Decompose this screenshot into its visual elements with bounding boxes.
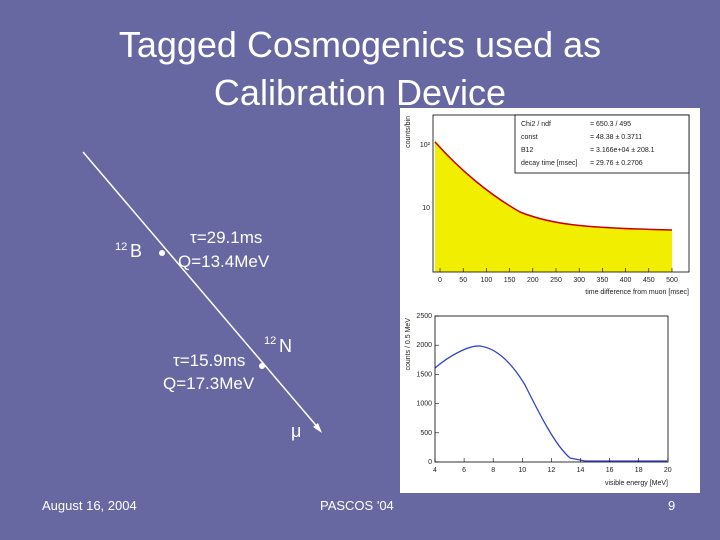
fit-curve (434, 345, 667, 462)
footer-date: August 16, 2004 (42, 498, 137, 513)
mass-number: 12 (264, 335, 276, 347)
x-tick-label: 18 (635, 467, 643, 474)
x-tick-label: 12 (548, 467, 556, 474)
x-tick-label: 400 (620, 277, 632, 284)
x-tick-label: 500 (666, 277, 678, 284)
muon-track (82, 151, 321, 431)
isotope: N (279, 336, 292, 356)
x-tick-label: 0 (438, 277, 442, 284)
page-number: 9 (668, 498, 675, 513)
title-line: Tagged Cosmogenics used as (119, 24, 601, 65)
stat-value: = 48.38 ± 0.3711 (590, 134, 642, 141)
stats-box (514, 114, 690, 174)
lifetime: τ=29.1ms (190, 228, 262, 247)
y-axis-label: counts/bin (405, 116, 412, 148)
arrowhead (313, 423, 322, 433)
y-tick-label: 1500 (416, 371, 432, 378)
x-tick-label: 4 (433, 467, 437, 474)
x-tick-label: 100 (481, 277, 493, 284)
q-value: Q=17.3MeV (163, 374, 255, 393)
x-tick-label: 200 (527, 277, 539, 284)
y-tick-label: 1000 (416, 401, 432, 408)
title-line: Calibration Device (214, 72, 506, 113)
stat-value: = 29.76 ± 0.2706 (590, 160, 643, 167)
x-tick-label: 300 (573, 277, 585, 284)
x-tick-label: 150 (504, 277, 516, 284)
y-tick-label: 2500 (416, 313, 432, 320)
stat-name: const (521, 134, 538, 141)
histogram-fill (435, 140, 672, 272)
x-tick-label: 10 (518, 467, 526, 474)
x-tick-label: 6 (462, 467, 466, 474)
stat-value: = 3.166e+04 ± 208.1 (590, 147, 655, 154)
x-tick-label: 350 (597, 277, 609, 284)
y-axis-label: counts / 0.5 MeV (405, 318, 412, 371)
x-tick-label: 16 (606, 467, 614, 474)
muon-label: μ (291, 421, 301, 441)
x-axis-label: visible energy [MeV] (605, 480, 668, 487)
q-value: Q=13.4MeV (178, 252, 270, 271)
x-tick-label: 8 (491, 467, 495, 474)
isotope: B (130, 241, 142, 261)
top-plot (432, 114, 690, 273)
stat-value: = 650.3 / 495 (590, 121, 631, 128)
stat-name: Chi2 / ndf (521, 121, 551, 128)
x-tick-label: 14 (577, 467, 585, 474)
lifetime: τ=15.9ms (173, 351, 245, 370)
y-tick-label: 2000 (416, 342, 432, 349)
x-tick-label: 20 (664, 467, 672, 474)
x-tick-label: 450 (643, 277, 655, 284)
vertex (159, 250, 165, 256)
y-tick-label: 500 (420, 430, 432, 437)
vertex (259, 363, 265, 369)
footer-event: PASCOS '04 (320, 498, 394, 513)
fit-curve (434, 141, 673, 231)
x-tick-label: 50 (459, 277, 467, 284)
x-axis-label: time difference from muon [msec] (585, 289, 689, 296)
stat-name: B12 (521, 147, 534, 154)
y-tick-label: 10 (422, 205, 430, 212)
y-tick-label: 0 (428, 459, 432, 466)
y-tick-label: 10² (420, 142, 431, 149)
stat-name: decay time [msec] (521, 160, 577, 167)
x-tick-label: 250 (550, 277, 562, 284)
mass-number: 12 (115, 241, 127, 253)
